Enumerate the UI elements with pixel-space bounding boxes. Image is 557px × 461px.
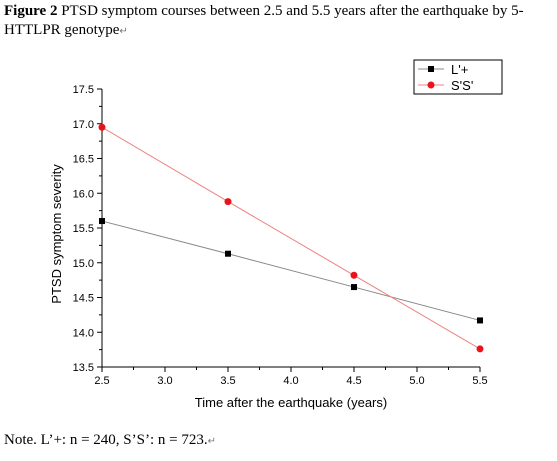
y-tick-label: 14.0 [73, 327, 94, 339]
figure-label: Figure 2 [4, 3, 58, 19]
data-point-square [99, 218, 105, 225]
y-tick-label: 16.5 [73, 154, 94, 166]
x-tick-label: 3.0 [157, 375, 172, 387]
y-axis-label: PTSD symptom severity [49, 164, 64, 304]
x-tick-label: 5.0 [409, 375, 424, 387]
legend-marker-square [428, 66, 434, 72]
data-point-circle [98, 123, 106, 131]
data-point-circle [224, 198, 232, 206]
series-line-1 [101, 126, 481, 350]
paragraph-mark: ↵ [119, 26, 128, 37]
legend-label-1: S'S' [451, 78, 473, 93]
data-point-circle [476, 345, 484, 353]
data-point-circle [350, 271, 358, 279]
figure-title: PTSD symptom courses between 2.5 and 5.5… [4, 3, 524, 38]
series-lines [101, 126, 481, 350]
x-tick-label: 2.5 [94, 375, 109, 387]
y-tick-label: 15.5 [73, 223, 94, 235]
y-tick-label: 13.5 [73, 362, 94, 374]
y-tick-label: 15.0 [73, 258, 94, 270]
y-tick-label: 17.0 [73, 119, 94, 131]
data-point-square [351, 284, 357, 291]
y-tick-label: 16.0 [73, 188, 94, 200]
legend-label-0: L'+ [451, 62, 468, 77]
paragraph-mark: ↵ [207, 436, 216, 447]
x-axis-label: Time after the earthquake (years) [195, 395, 387, 410]
x-tick-label: 5.5 [472, 375, 487, 387]
series-points [98, 123, 484, 353]
y-tick-label: 14.5 [73, 293, 94, 305]
axes: 13.5 14.0 14.5 15.0 15.5 16.0 16.5 17.0 17.5 2.5 3… [49, 84, 488, 410]
note-text: Note. L’+: n = 240, S’S’: n = 723. [4, 432, 208, 448]
x-tick-label: 4.5 [346, 375, 361, 387]
data-point-square [225, 250, 231, 257]
x-tick-label: 4.0 [283, 375, 298, 387]
legend-marker-circle [427, 81, 435, 89]
x-tick-label: 3.5 [220, 375, 235, 387]
series-line-0 [101, 220, 481, 321]
legend-box [413, 59, 503, 95]
figure-note: Note. L’+: n = 240, S’S’: n = 723.↵ [4, 432, 216, 449]
figure-caption: Figure 2 PTSD symptom courses between 2.… [4, 2, 554, 41]
data-point-square [477, 317, 483, 324]
y-tick-label: 17.5 [73, 84, 94, 96]
legend: L'+S'S' [413, 59, 503, 95]
